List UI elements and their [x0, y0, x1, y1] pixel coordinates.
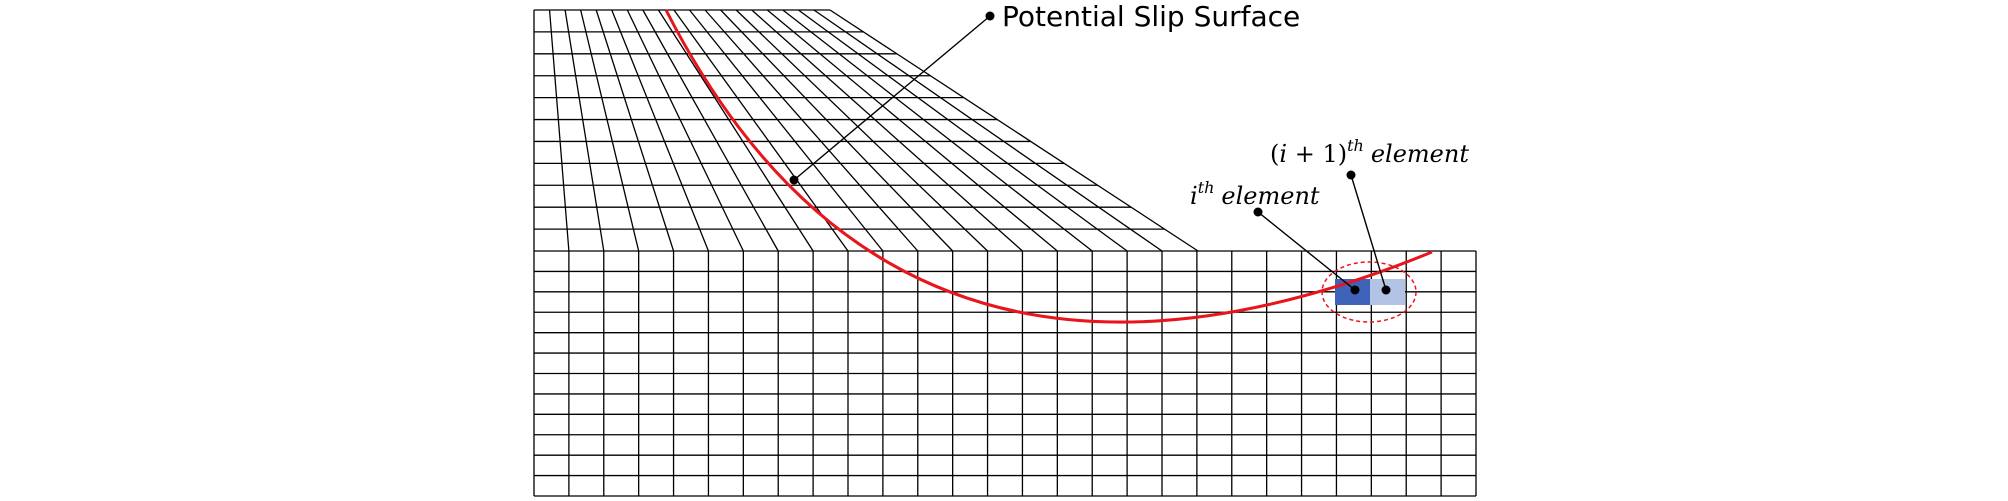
- element-i-plus-1-label-one: 1: [1322, 140, 1337, 168]
- element-highlight-ellipse: [1321, 261, 1417, 323]
- mesh-column-line: [548, 9, 570, 252]
- mesh-column-line: [798, 9, 1128, 252]
- mesh-column-line: [751, 9, 1023, 252]
- element-i-leader: [1257, 211, 1356, 291]
- mesh-column-line: [766, 9, 1058, 252]
- mesh-column-line: [595, 9, 675, 252]
- mesh-column-line: [657, 9, 814, 252]
- slip-surface-leader: [793, 15, 991, 181]
- mesh-column-line: [673, 9, 849, 252]
- mesh-column-line: [704, 9, 919, 252]
- element-i-plus-1-leader-dot-cell: [1381, 285, 1391, 295]
- mesh-column-line: [689, 9, 884, 252]
- slip-surface-label: Potential Slip Surface: [1002, 0, 1300, 33]
- element-i-plus-1-label-plus: +: [1287, 140, 1322, 168]
- slip-surface-curve: [664, 9, 1433, 324]
- element-i-plus-1-label: (i + 1)th element: [1270, 136, 1469, 168]
- mesh-column-line: [735, 9, 989, 252]
- element-i-plus-1-label-word: element: [1371, 140, 1470, 168]
- mesh-column-line: [642, 9, 779, 252]
- element-i-label-superscript: th: [1198, 178, 1215, 197]
- mesh-slope-face: [829, 9, 1199, 252]
- mesh-column-line: [626, 9, 744, 252]
- mesh-column-line: [782, 9, 1093, 252]
- mesh-column-line: [813, 9, 1163, 252]
- element-i-plus-1-label-superscript: th: [1347, 136, 1364, 155]
- mesh-column-line: [564, 9, 605, 252]
- mesh-column-line: [611, 9, 710, 252]
- element-i-plus-1-label-close: ): [1338, 140, 1347, 168]
- element-i-label-word: element: [1221, 182, 1320, 210]
- slip-surface-leader-dot-curve: [789, 175, 799, 185]
- element-i-label: ith element: [1190, 178, 1320, 210]
- mesh-column-line: [580, 9, 640, 252]
- element-i-plus-1-label-open: (: [1270, 140, 1279, 168]
- element-i-label-var: i: [1190, 182, 1198, 210]
- element-i-plus-1-leader-dot-label: [1346, 170, 1356, 180]
- element-i-leader-dot-label: [1253, 207, 1263, 217]
- element-i-leader-dot-cell: [1350, 285, 1360, 295]
- finite-element-mesh: [533, 9, 1477, 497]
- slip-surface-leader-dot-label: [985, 11, 995, 21]
- element-i-plus-1-leader: [1350, 174, 1387, 291]
- mesh-column-line: [720, 9, 954, 252]
- element-i-plus-1-label-var: i: [1279, 140, 1287, 168]
